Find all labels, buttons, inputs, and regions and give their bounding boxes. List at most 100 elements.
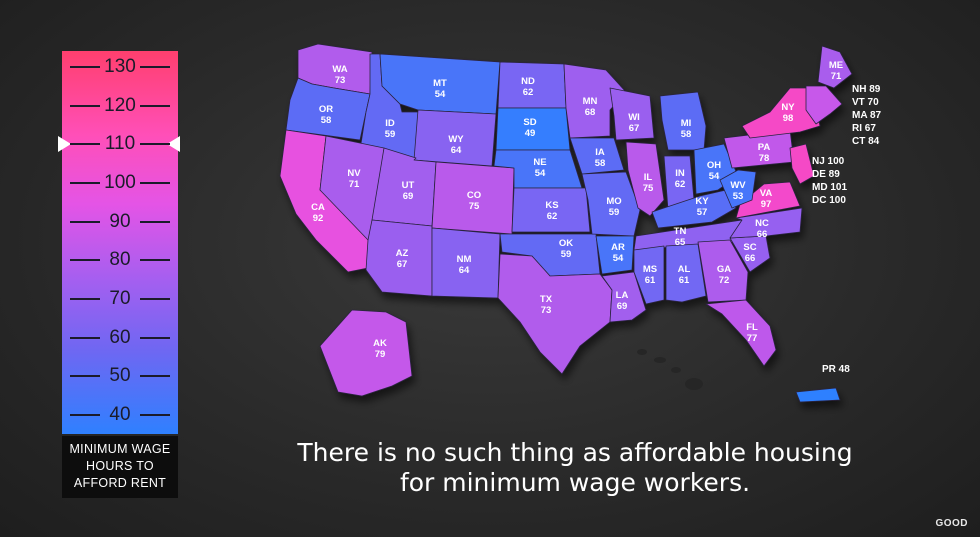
- state-label-nd: ND: [521, 76, 535, 87]
- state-label-la: LA: [616, 290, 629, 301]
- state-value-me: 71: [831, 71, 842, 82]
- state-value-nc: 66: [757, 229, 768, 240]
- state-label-va: VA: [760, 188, 773, 199]
- state-value-fl: 77: [747, 333, 758, 344]
- state-shape-wv: [719, 169, 757, 209]
- state-value-ar: 54: [613, 253, 624, 264]
- headline-line: There is no such thing as affordable hou…: [297, 438, 853, 467]
- legend-tick: 100: [62, 173, 178, 193]
- state-shape-ms: [633, 245, 665, 305]
- state-label-wy: WY: [448, 134, 464, 145]
- state-shape-ks: [511, 187, 591, 233]
- state-label-ak: AK: [373, 338, 387, 349]
- state-label-nm: NM: [457, 254, 472, 265]
- state-label-ia: IA: [595, 147, 605, 158]
- legend-marker-right-icon: [167, 136, 180, 153]
- state-value-mo: 59: [609, 207, 620, 218]
- state-label-sc: SC: [743, 242, 756, 253]
- state-label-ks: KS: [545, 200, 558, 211]
- state-label-ga: GA: [717, 264, 731, 275]
- legend-tick: 80: [62, 250, 178, 270]
- state-label-or: OR: [319, 104, 333, 115]
- state-shape-mid_atl: [789, 143, 815, 185]
- legend-color-scale: [62, 51, 178, 434]
- state-label-ca: CA: [311, 202, 325, 213]
- state-shape-va: [735, 181, 801, 219]
- state-label-id: ID: [385, 118, 395, 129]
- state-value-wa: 73: [335, 75, 346, 86]
- state-value-nv: 71: [349, 179, 360, 190]
- headline-line: for minimum wage workers.: [399, 468, 751, 497]
- state-label-me: ME: [829, 60, 843, 71]
- state-value-mi: 58: [681, 129, 692, 140]
- state-value-ny: 98: [783, 113, 794, 124]
- state-shape-tx: [497, 253, 613, 375]
- state-value-tn: 65: [675, 237, 686, 248]
- state-label-mo: MO: [606, 196, 621, 207]
- state-label-mt: MT: [433, 78, 447, 89]
- new-england-label: CT 84: [852, 136, 880, 147]
- headline: There is no such thing as affordable hou…: [290, 438, 860, 498]
- legend-marker-left-icon: [58, 136, 71, 153]
- state-label-nv: NV: [347, 168, 361, 179]
- state-value-ks: 62: [547, 211, 558, 222]
- legend-tick: 50: [62, 366, 178, 386]
- state-label-mi: MI: [681, 118, 692, 129]
- state-value-va: 97: [761, 199, 772, 210]
- mid-atlantic-label: DC 100: [812, 195, 846, 206]
- state-shape-ga: [697, 239, 749, 303]
- state-label-nc: NC: [755, 218, 769, 229]
- state-value-nm: 64: [459, 265, 470, 276]
- state-value-ms: 61: [645, 275, 656, 286]
- mid-atlantic-label: NJ 100: [812, 156, 845, 167]
- state-value-ok: 59: [561, 249, 572, 260]
- state-shape-mn: [563, 63, 627, 139]
- legend-tick: 130: [62, 57, 178, 77]
- legend-caption-line: HOURS TO: [86, 459, 154, 473]
- state-shape-ar: [595, 235, 635, 275]
- state-label-sd: SD: [523, 117, 536, 128]
- state-shape-ia: [569, 137, 625, 175]
- state-value-ne: 54: [535, 168, 546, 179]
- state-shape-il: [625, 141, 665, 217]
- state-label-ky: KY: [695, 196, 709, 207]
- state-label-wi: WI: [628, 112, 640, 123]
- state-value-wi: 67: [629, 123, 640, 134]
- mid-atlantic-label: DE 89: [812, 169, 840, 180]
- state-value-la: 69: [617, 301, 628, 312]
- state-value-ut: 69: [403, 191, 414, 202]
- state-label-ar: AR: [611, 242, 625, 253]
- state-label-az: AZ: [396, 248, 409, 259]
- new-england-label: RI 67: [852, 123, 876, 134]
- state-value-ky: 57: [697, 207, 708, 218]
- state-value-sc: 66: [745, 253, 756, 264]
- state-shape-ak: [319, 309, 413, 397]
- state-label-wv: WV: [730, 180, 746, 191]
- state-value-pa: 78: [759, 153, 770, 164]
- state-value-tx: 73: [541, 305, 552, 316]
- state-shape-me: [817, 45, 853, 89]
- legend-tick: 90: [62, 211, 178, 232]
- state-label-wa: WA: [332, 64, 347, 75]
- state-label-il: IL: [644, 172, 653, 183]
- legend-tick: 40: [62, 405, 178, 425]
- state-shape-wi: [609, 87, 655, 141]
- state-label-fl: FL: [746, 322, 758, 333]
- state-value-mn: 68: [585, 107, 596, 118]
- state-value-or: 58: [321, 115, 332, 126]
- state-value-ga: 72: [719, 275, 730, 286]
- legend-caption: MINIMUM WAGE HOURS TO AFFORD RENT: [62, 436, 178, 498]
- state-value-wy: 64: [451, 145, 462, 156]
- state-value-az: 67: [397, 259, 408, 270]
- state-value-ak: 79: [375, 349, 386, 360]
- state-value-oh: 54: [709, 171, 720, 182]
- state-label-oh: OH: [707, 160, 721, 171]
- state-value-al: 61: [679, 275, 690, 286]
- state-value-in: 62: [675, 179, 686, 190]
- state-label-al: AL: [678, 264, 691, 275]
- state-value-nd: 62: [523, 87, 534, 98]
- state-shape-al: [665, 243, 707, 303]
- legend-tick: 110: [62, 134, 178, 154]
- legend-caption-line: AFFORD RENT: [73, 476, 167, 490]
